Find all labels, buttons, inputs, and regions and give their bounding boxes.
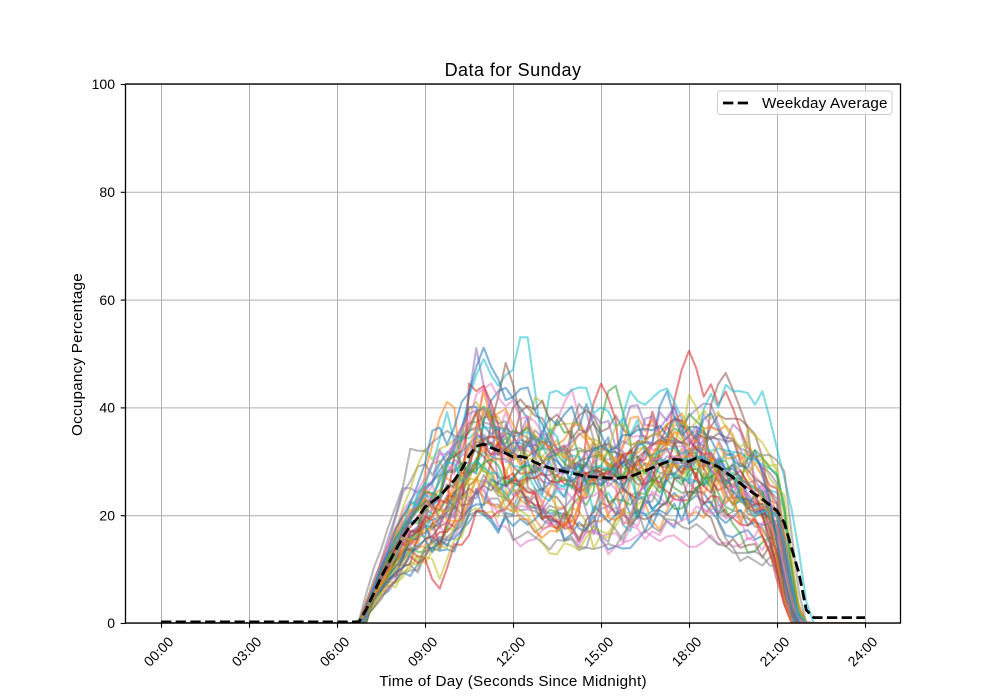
svg-text:06:00: 06:00 (316, 633, 352, 669)
svg-text:18:00: 18:00 (668, 633, 704, 669)
svg-text:0: 0 (107, 615, 115, 631)
svg-text:Data for Sunday: Data for Sunday (445, 60, 582, 80)
svg-text:09:00: 09:00 (404, 633, 440, 669)
svg-text:12:00: 12:00 (492, 633, 528, 669)
svg-text:Time of Day (Seconds Since Mid: Time of Day (Seconds Since Midnight) (379, 673, 647, 690)
svg-text:21:00: 21:00 (756, 633, 792, 669)
svg-text:60: 60 (99, 292, 115, 308)
svg-text:40: 40 (99, 400, 115, 416)
svg-text:80: 80 (99, 184, 115, 200)
svg-text:100: 100 (92, 76, 116, 92)
svg-text:00:00: 00:00 (140, 633, 176, 669)
svg-text:15:00: 15:00 (580, 633, 616, 669)
svg-text:Weekday Average: Weekday Average (762, 95, 888, 112)
svg-text:24:00: 24:00 (844, 633, 880, 669)
svg-text:Occupancy Percentage: Occupancy Percentage (69, 273, 86, 436)
svg-text:03:00: 03:00 (228, 633, 264, 669)
svg-text:20: 20 (99, 507, 115, 523)
